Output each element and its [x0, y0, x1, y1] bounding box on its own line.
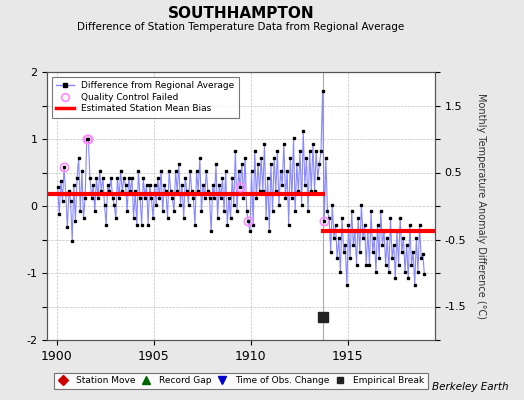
Legend: Station Move, Record Gap, Time of Obs. Change, Empirical Break: Station Move, Record Gap, Time of Obs. C… [54, 373, 428, 389]
Text: Berkeley Earth: Berkeley Earth [432, 382, 508, 392]
Text: Difference of Station Temperature Data from Regional Average: Difference of Station Temperature Data f… [78, 22, 405, 32]
Text: SOUTHHAMPTON: SOUTHHAMPTON [168, 6, 314, 21]
Y-axis label: Monthly Temperature Anomaly Difference (°C): Monthly Temperature Anomaly Difference (… [476, 93, 486, 319]
